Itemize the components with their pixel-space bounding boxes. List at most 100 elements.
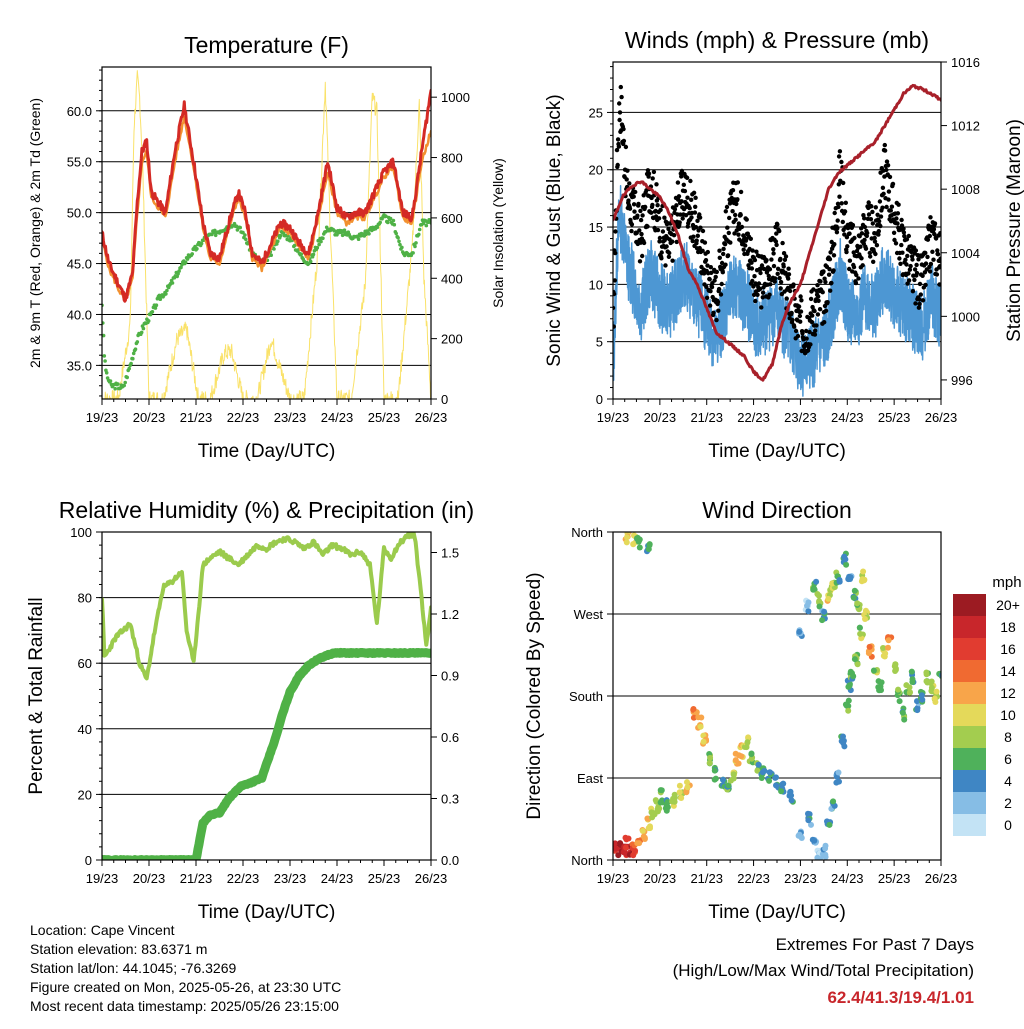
gust-point xyxy=(780,240,785,246)
gust-point xyxy=(759,305,764,310)
dewpoint-point xyxy=(414,241,418,245)
gust-point xyxy=(714,269,719,275)
gust-point xyxy=(621,138,627,144)
gust-point xyxy=(688,178,693,184)
gust-point xyxy=(697,245,702,251)
direction-point xyxy=(805,608,812,615)
direction-point xyxy=(821,608,828,615)
speed-legend-label: 12 xyxy=(1000,685,1016,701)
gust-point xyxy=(931,257,936,262)
dewpoint-point xyxy=(180,263,184,267)
winds-xlabel: Time (Day/UTC) xyxy=(708,441,846,462)
speed-legend-label: 18 xyxy=(1000,619,1016,635)
gust-point xyxy=(654,182,659,187)
gust-point xyxy=(772,276,778,281)
gust-point xyxy=(882,142,887,148)
dewpoint-point xyxy=(139,330,144,335)
gust-point xyxy=(822,276,827,281)
gust-point xyxy=(905,253,910,259)
gust-point xyxy=(835,226,840,231)
gust-point xyxy=(876,229,881,234)
gust-point xyxy=(627,181,632,186)
gust-point xyxy=(645,168,651,173)
speed-legend-swatch xyxy=(953,748,986,770)
gust-point xyxy=(663,263,668,268)
winds-title: Winds (mph) & Pressure (mb) xyxy=(625,27,929,53)
gust-point xyxy=(741,247,746,252)
gust-point xyxy=(676,194,682,199)
dewpoint-point xyxy=(364,232,368,236)
direction-point xyxy=(876,687,883,694)
gust-point xyxy=(617,110,623,115)
gust-point xyxy=(771,263,777,269)
temperature-ytick-label: 40.0 xyxy=(67,307,92,322)
extremes-values: 62.4/41.3/19.4/1.01 xyxy=(827,988,974,1007)
gust-point xyxy=(645,224,650,229)
gust-point xyxy=(831,268,836,273)
speed-legend-label: 8 xyxy=(1004,729,1012,745)
gust-point xyxy=(880,185,886,190)
direction-point xyxy=(725,782,732,789)
direction-point xyxy=(787,789,794,796)
gust-point xyxy=(728,240,733,245)
gust-point xyxy=(827,267,832,272)
gust-point xyxy=(906,278,912,283)
direction-point xyxy=(919,696,926,703)
temperature-y2tick-label: 200 xyxy=(441,332,463,347)
speed-legend-swatch xyxy=(953,616,986,638)
gust-point xyxy=(884,159,890,164)
direction-point xyxy=(908,668,915,675)
pressure-line xyxy=(613,83,941,382)
dewpoint-point xyxy=(238,225,242,230)
gust-point xyxy=(758,270,763,276)
speed-legend-swatch xyxy=(953,726,986,748)
gust-point xyxy=(820,290,825,295)
gust-point xyxy=(825,300,830,305)
direction-point xyxy=(840,740,847,746)
gust-point xyxy=(629,222,635,227)
gust-point xyxy=(632,209,637,214)
dewpoint-point xyxy=(131,351,136,356)
gust-point xyxy=(787,288,793,294)
gust-point xyxy=(771,247,776,252)
gust-point xyxy=(754,249,759,254)
gust-point xyxy=(675,180,681,185)
gust-point xyxy=(759,263,765,268)
gust-point xyxy=(623,144,629,150)
temperature-ytick-label: 45.0 xyxy=(67,257,92,272)
direction-point xyxy=(671,798,678,805)
gust-point xyxy=(790,317,795,323)
gust-point xyxy=(910,289,916,294)
direction-xtick-label: 24/23 xyxy=(831,871,864,886)
gust-point xyxy=(930,249,935,254)
gust-point xyxy=(786,266,791,271)
gust-point xyxy=(613,291,617,297)
gust-point xyxy=(658,207,663,213)
gust-point xyxy=(637,259,643,264)
direction-point xyxy=(761,768,768,774)
speed-legend-swatch xyxy=(953,594,986,616)
dewpoint-point xyxy=(394,231,399,236)
gust-point xyxy=(694,238,699,243)
gust-point xyxy=(723,262,728,267)
direction-ytick-label: North xyxy=(571,853,603,868)
gust-point xyxy=(832,210,837,216)
gust-point xyxy=(615,137,621,142)
direction-point xyxy=(907,689,913,696)
gust-point xyxy=(889,204,895,209)
gust-point xyxy=(655,227,661,233)
gust-point xyxy=(616,144,622,149)
temperature-y2tick-label: 800 xyxy=(441,151,463,166)
gust-point xyxy=(743,243,748,248)
gust-point xyxy=(749,266,755,271)
direction-point xyxy=(878,679,885,686)
gust-point xyxy=(835,218,840,223)
gust-point xyxy=(898,261,903,266)
dewpoint-point xyxy=(102,321,105,325)
temperature-xtick-label: 20/23 xyxy=(133,410,166,425)
dewpoint-point xyxy=(113,386,117,391)
gust-point xyxy=(666,254,672,259)
humidity-xtick-label: 20/23 xyxy=(133,871,166,886)
speed-legend-label: 14 xyxy=(1000,663,1016,679)
direction-point xyxy=(748,751,755,758)
